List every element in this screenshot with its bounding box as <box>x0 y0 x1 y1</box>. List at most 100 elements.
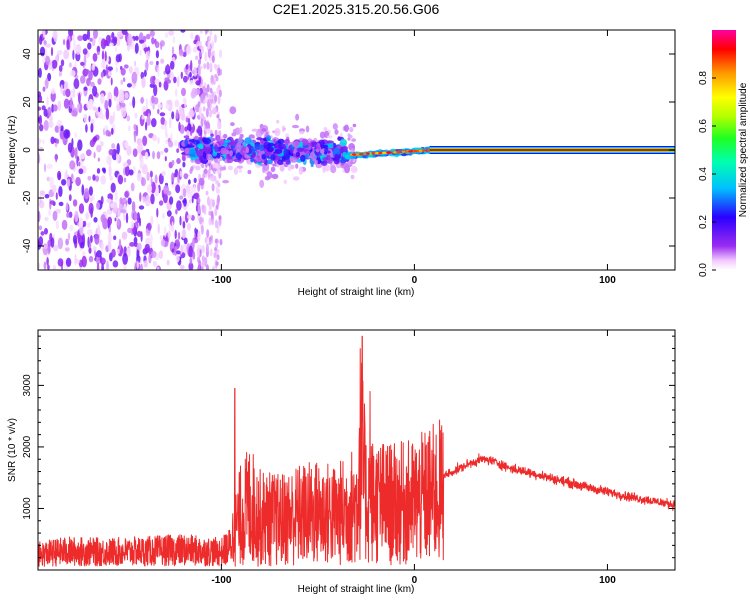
colorbar-label: Normalized spectral amplitude <box>738 82 749 217</box>
heatmap-cell <box>160 117 166 125</box>
heatmap-cell <box>131 71 138 84</box>
heatmap-cell <box>247 169 252 175</box>
heatmap-cell <box>136 260 139 270</box>
heatmap-cell <box>41 105 46 111</box>
heatmap-cell <box>210 51 214 57</box>
heatmap-cell <box>134 112 138 119</box>
heatmap-cell <box>94 233 100 245</box>
heatmap-cell <box>205 243 209 254</box>
heatmap-cell <box>60 59 65 67</box>
heatmap-cell <box>121 231 128 240</box>
heatmap-cell <box>88 70 93 81</box>
snr-ylabel: SNR (10 * v/v) <box>7 418 18 482</box>
heatmap-cell <box>215 243 219 249</box>
heatmap-cell <box>108 165 112 177</box>
heatmap-cell <box>47 72 52 82</box>
heatmap-cell <box>178 105 183 116</box>
heatmap-cell <box>109 42 114 47</box>
heatmap-cell <box>128 66 133 74</box>
heatmap-cell <box>120 105 127 118</box>
heatmap-cell <box>359 153 364 156</box>
heatmap-cell <box>104 99 109 111</box>
heatmap-cell <box>129 242 136 247</box>
heatmap-cell <box>186 214 192 219</box>
heatmap-cell <box>62 89 66 97</box>
heatmap-cell <box>198 144 204 150</box>
heatmap-cell <box>193 177 197 183</box>
heatmap-cell <box>197 197 201 203</box>
heatmap-cell <box>141 164 148 175</box>
heatmap-cell <box>292 176 300 181</box>
heatmap-cell <box>337 136 341 141</box>
heatmap-cell <box>80 241 85 249</box>
heatmap-cell <box>100 38 107 50</box>
heatmap-cell <box>214 219 218 229</box>
heatmap-cell <box>209 248 213 257</box>
heatmap-cell <box>242 146 247 151</box>
heatmap-cell <box>55 153 58 163</box>
heatmap-cell <box>315 148 320 153</box>
heatmap-cell <box>164 119 167 127</box>
spectrogram-xlabel: Height of straight line (km) <box>298 287 415 298</box>
heatmap-cell <box>174 100 180 108</box>
heatmap-cell <box>214 94 218 103</box>
heatmap-cell <box>179 195 184 200</box>
heatmap-cell <box>150 76 155 85</box>
heatmap-cell <box>190 60 193 72</box>
heatmap-cell <box>88 255 94 263</box>
heatmap-cell <box>86 149 92 157</box>
heatmap-cell <box>131 201 136 213</box>
heatmap-cell <box>162 212 165 219</box>
heatmap-cell <box>78 217 84 228</box>
heatmap-cell <box>79 153 86 160</box>
heatmap-cell <box>285 133 290 138</box>
heatmap-cell <box>110 202 114 208</box>
heatmap-cell <box>169 71 175 81</box>
heatmap-cell <box>120 68 126 76</box>
heatmap-cell <box>310 163 314 168</box>
heatmap-cell <box>157 223 160 234</box>
heatmap-cell <box>274 148 283 154</box>
heatmap-cell <box>39 46 46 57</box>
heatmap-cell <box>39 124 44 132</box>
heatmap-cell <box>182 229 186 239</box>
heatmap-cell <box>216 170 221 174</box>
heatmap-cell <box>256 137 263 141</box>
heatmap-cell <box>306 150 310 155</box>
colorbar-tick-label: 0.2 <box>698 215 709 229</box>
heatmap-cell <box>127 44 131 52</box>
heatmap-cell <box>110 182 116 193</box>
heatmap-cell <box>42 30 46 39</box>
heatmap-cell <box>401 150 406 153</box>
heatmap-cell <box>215 261 219 266</box>
heatmap-cell <box>137 142 143 154</box>
heatmap-cell <box>171 111 175 120</box>
heatmap-cell <box>157 103 163 109</box>
heatmap-cell <box>87 175 92 181</box>
heatmap-cell <box>207 99 211 109</box>
heatmap-cell <box>163 184 170 195</box>
heatmap-cell <box>123 177 127 183</box>
heatmap-cell <box>164 147 169 153</box>
heatmap-cell <box>150 193 155 205</box>
heatmap-cell <box>84 69 90 74</box>
heatmap-cell <box>371 152 376 155</box>
heatmap-cell <box>183 135 190 139</box>
heatmap-cell <box>189 109 195 118</box>
heatmap-cell <box>124 140 129 149</box>
heatmap-cell <box>42 244 48 249</box>
heatmap-cell <box>339 146 347 154</box>
heatmap-cell <box>124 191 129 198</box>
heatmap-cell <box>157 137 160 144</box>
heatmap-cell <box>73 39 76 52</box>
heatmap-cell <box>158 81 162 88</box>
heatmap-cell <box>57 258 64 267</box>
heatmap-cell <box>89 84 92 93</box>
heatmap-cell <box>133 212 138 221</box>
heatmap-cell <box>127 227 133 234</box>
heatmap-cell <box>146 184 153 193</box>
heatmap-cell <box>188 245 194 258</box>
y-tick-label: -20 <box>22 190 33 205</box>
heatmap-cell <box>295 163 299 169</box>
y-tick-label: 0 <box>22 147 33 153</box>
